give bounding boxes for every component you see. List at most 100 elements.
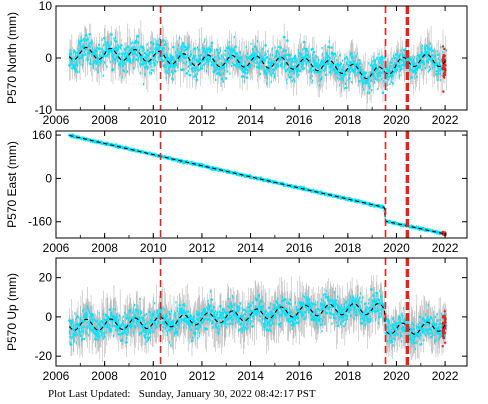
observation-point bbox=[437, 53, 440, 57]
observation-point bbox=[358, 79, 361, 83]
observations-up bbox=[68, 288, 447, 350]
x-tick-label: 2018 bbox=[334, 241, 361, 255]
plot-updated-footer: Plot Last Updated: Sunday, January 30, 2… bbox=[48, 388, 316, 400]
observation-point bbox=[193, 47, 197, 50]
observation-point bbox=[299, 52, 303, 56]
observation-point bbox=[162, 39, 165, 42]
observation-point bbox=[210, 298, 213, 301]
model-line-up bbox=[68, 303, 447, 335]
panel-north: 2006 2008 2010 2012 2014 2016 2018 2020 2022 -10 0… bbox=[5, 0, 468, 127]
observation-point bbox=[197, 48, 200, 52]
recent-point bbox=[443, 319, 447, 322]
observation-point bbox=[176, 323, 180, 327]
observation-point bbox=[274, 66, 278, 70]
recent-point bbox=[443, 341, 447, 344]
panel-up: 2006 2008 2010 2012 2014 2016 2018 2020 2022 -20 0… bbox=[5, 257, 468, 383]
x-tick-label: 2020 bbox=[383, 113, 410, 127]
observation-point bbox=[178, 304, 182, 307]
x-tick-label: 2006 bbox=[43, 369, 70, 383]
observation-point bbox=[265, 67, 269, 71]
panel-east: 2006 2008 2010 2012 2014 2016 2018 2020 2022 -160… bbox=[5, 128, 468, 255]
recent-point bbox=[443, 328, 446, 331]
observation-point bbox=[150, 41, 153, 44]
observation-point bbox=[153, 63, 156, 67]
observation-point bbox=[88, 33, 91, 36]
observation-point bbox=[148, 310, 152, 314]
observation-point bbox=[220, 77, 224, 81]
observation-point bbox=[115, 325, 118, 328]
frame-up bbox=[55, 257, 468, 367]
x-tick-label: 2010 bbox=[140, 241, 167, 255]
observation-band bbox=[68, 35, 447, 95]
observation-point bbox=[173, 69, 177, 73]
observation-point bbox=[84, 34, 88, 37]
observation-point bbox=[286, 39, 289, 42]
observation-point bbox=[251, 325, 254, 328]
observations-east bbox=[68, 133, 447, 237]
x-tick-label: 2008 bbox=[91, 241, 118, 255]
x-tick-label: 2016 bbox=[286, 113, 313, 127]
observation-point bbox=[289, 57, 292, 61]
observation-point bbox=[125, 341, 128, 344]
observation-point bbox=[234, 45, 237, 49]
recent-point bbox=[442, 72, 446, 75]
observation-point bbox=[344, 314, 348, 318]
recent-point bbox=[443, 314, 446, 317]
observation-point bbox=[336, 324, 340, 328]
x-tick-label: 2006 bbox=[43, 113, 70, 127]
observation-point bbox=[306, 53, 310, 56]
recent-point bbox=[443, 76, 446, 79]
observation-point bbox=[215, 48, 219, 52]
observation-point bbox=[368, 320, 371, 324]
observation-point bbox=[240, 75, 244, 78]
recent-point bbox=[442, 231, 446, 234]
plot-area-up bbox=[68, 275, 447, 362]
observation-point bbox=[292, 57, 296, 60]
observation-point bbox=[245, 76, 249, 79]
observation-point bbox=[167, 72, 170, 75]
observation-point bbox=[108, 327, 112, 331]
observation-point bbox=[371, 294, 375, 297]
observation-point bbox=[418, 315, 422, 319]
observation-point bbox=[175, 330, 178, 334]
y-tick-label: 20 bbox=[39, 271, 53, 285]
y-tick-label: -10 bbox=[35, 103, 53, 117]
observation-band bbox=[68, 133, 447, 236]
y-tick-label: 0 bbox=[45, 51, 52, 65]
observation-point bbox=[205, 327, 209, 331]
recent-point bbox=[442, 90, 445, 93]
x-tick-label: 2010 bbox=[140, 369, 167, 383]
y-axis-label-north: P570 North (mm) bbox=[5, 12, 19, 104]
observation-point bbox=[140, 331, 143, 335]
observation-point bbox=[349, 314, 353, 317]
x-tick-label: 2014 bbox=[237, 369, 264, 383]
x-tick-label: 2018 bbox=[334, 113, 361, 127]
observation-point bbox=[319, 323, 323, 326]
observation-point bbox=[264, 44, 267, 47]
observation-point bbox=[152, 42, 155, 46]
x-tick-label: 2008 bbox=[91, 369, 118, 383]
observation-point bbox=[399, 334, 403, 338]
observation-point bbox=[143, 66, 147, 69]
x-tick-label: 2020 bbox=[383, 241, 410, 255]
observation-point bbox=[235, 62, 239, 65]
x-tick-label: 2016 bbox=[286, 369, 313, 383]
plot-area-east bbox=[68, 133, 447, 237]
x-tick-label: 2010 bbox=[140, 113, 167, 127]
x-tick-label: 2022 bbox=[432, 369, 459, 383]
recent-point bbox=[441, 331, 445, 334]
x-tick-label: 2020 bbox=[383, 369, 410, 383]
observation-point bbox=[113, 315, 116, 318]
recent-point bbox=[441, 316, 444, 319]
x-tick-label: 2018 bbox=[334, 369, 361, 383]
recent-point bbox=[443, 54, 447, 58]
recent-point bbox=[441, 345, 444, 348]
y-tick-label: -20 bbox=[35, 349, 53, 363]
observation-point bbox=[230, 319, 234, 322]
model-line-east bbox=[69, 134, 447, 235]
observation-point bbox=[110, 33, 113, 36]
observation-point bbox=[381, 91, 385, 94]
observation-point bbox=[79, 334, 83, 338]
x-tick-label: 2014 bbox=[237, 241, 264, 255]
